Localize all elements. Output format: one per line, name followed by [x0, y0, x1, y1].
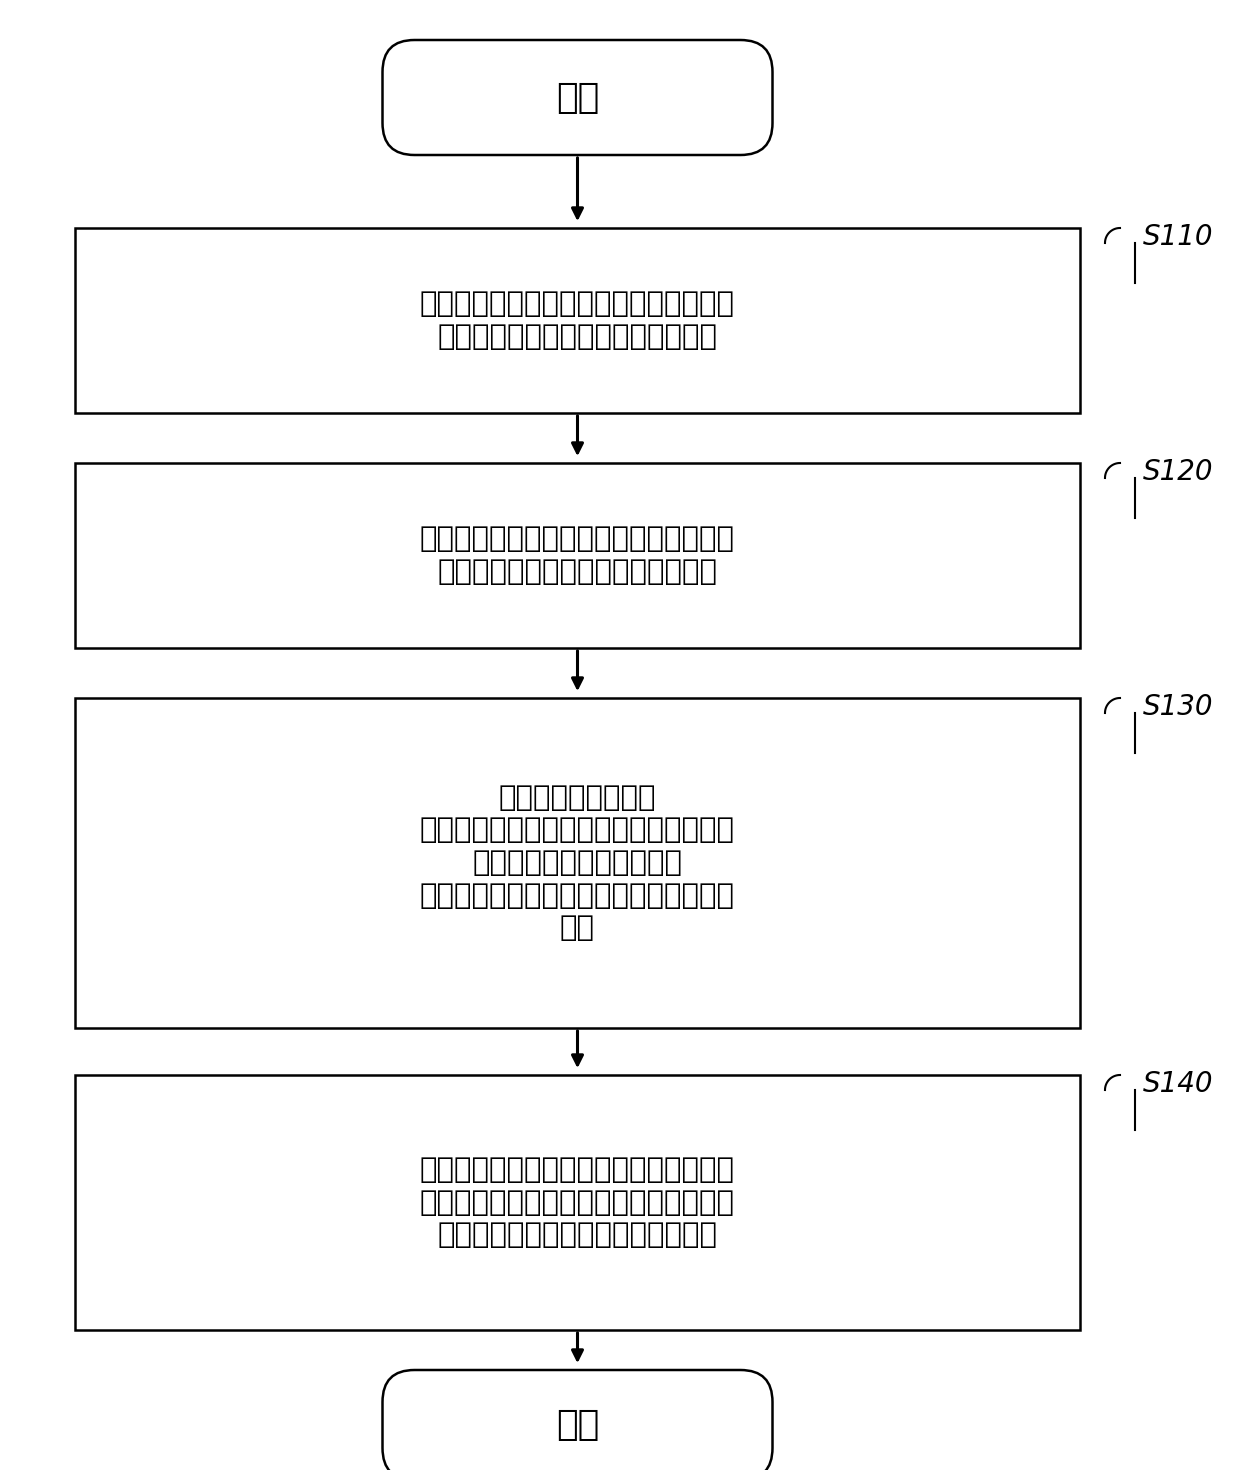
- Text: 结束: 结束: [556, 1408, 599, 1442]
- Text: 在第二时间方向上进行轮廓跟踪，以得到: 在第二时间方向上进行轮廓跟踪，以得到: [420, 525, 735, 553]
- Text: 在第一时间方向上进行轮廓跟踪，以得到: 在第一时间方向上进行轮廓跟踪，以得到: [420, 290, 735, 318]
- Text: 第二轮廓与初始轮廓的相似度作为第二相: 第二轮廓与初始轮廓的相似度作为第二相: [420, 882, 735, 910]
- Bar: [74, 463, 1080, 648]
- Text: 运动对象在每个图像片中的第一轮廓: 运动对象在每个图像片中的第一轮廓: [438, 323, 718, 351]
- Bar: [74, 698, 1080, 1028]
- Text: S140: S140: [1143, 1070, 1214, 1098]
- Text: 第一轮廓与初始轮廓的相似度作为第一相: 第一轮廓与初始轮廓的相似度作为第一相: [420, 816, 735, 844]
- Text: S120: S120: [1143, 459, 1214, 487]
- Text: 个所对应的轮廓跟踪方向上得到的轮廓，: 个所对应的轮廓跟踪方向上得到的轮廓，: [420, 1189, 735, 1217]
- FancyBboxPatch shape: [382, 40, 773, 154]
- Bar: [74, 1075, 1080, 1330]
- Text: 以在第一相似度与第二相似度中较大的一: 以在第一相似度与第二相似度中较大的一: [420, 1155, 735, 1183]
- Text: 作为运动对象在相应图像片中的轮廓: 作为运动对象在相应图像片中的轮廓: [438, 1222, 718, 1250]
- Text: 开始: 开始: [556, 81, 599, 115]
- Text: 计算预定图像片中的: 计算预定图像片中的: [498, 784, 656, 811]
- FancyBboxPatch shape: [382, 1370, 773, 1470]
- Text: S130: S130: [1143, 692, 1214, 720]
- Text: S110: S110: [1143, 223, 1214, 251]
- Text: 似度: 似度: [560, 914, 595, 942]
- Text: 似度，以及预定图像片中的: 似度，以及预定图像片中的: [472, 850, 682, 878]
- Bar: [74, 228, 1080, 413]
- Text: 运动对象在每个图像片中的第二轮廓: 运动对象在每个图像片中的第二轮廓: [438, 557, 718, 585]
